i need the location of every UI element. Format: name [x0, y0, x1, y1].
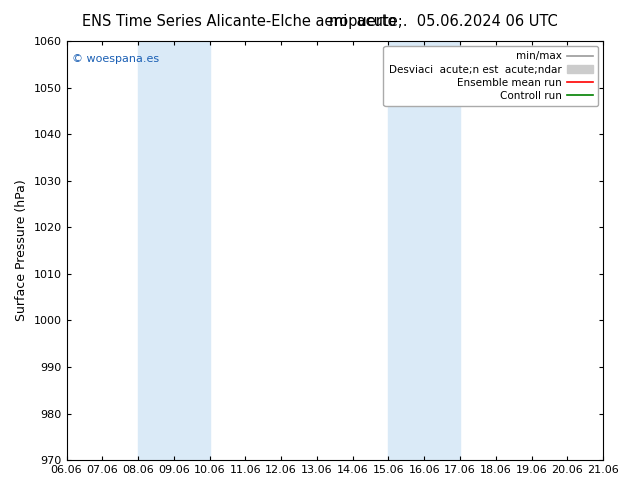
Y-axis label: Surface Pressure (hPa): Surface Pressure (hPa): [15, 180, 28, 321]
Text: ENS Time Series Alicante-Elche aeropuerto: ENS Time Series Alicante-Elche aeropuert…: [82, 14, 397, 29]
Bar: [389, 41, 460, 460]
Text: © woespana.es: © woespana.es: [72, 53, 159, 64]
Legend: min/max, Desviaci  acute;n est  acute;ndar, Ensemble mean run, Controll run: min/max, Desviaci acute;n est acute;ndar…: [384, 46, 598, 106]
Text: mi  acute;.  05.06.2024 06 UTC: mi acute;. 05.06.2024 06 UTC: [329, 14, 558, 29]
Bar: [138, 41, 210, 460]
